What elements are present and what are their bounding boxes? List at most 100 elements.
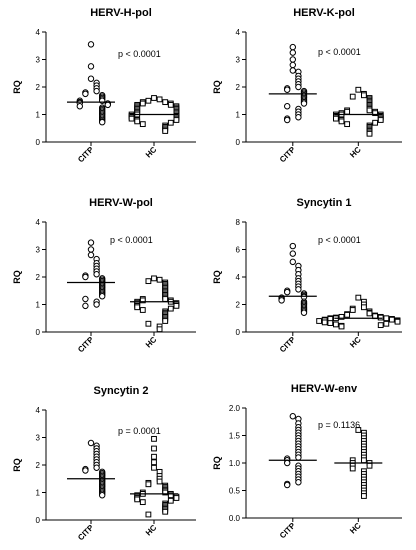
data-point-hc [355, 427, 362, 433]
data-point-hc [156, 96, 163, 103]
data-point-hc [333, 115, 339, 122]
data-point-citp [289, 56, 296, 63]
data-point-citp [82, 302, 89, 310]
data-point-citp [289, 67, 296, 74]
y-tick-label: 4 [36, 406, 41, 415]
data-point-citp [82, 295, 89, 303]
data-point-hc [344, 108, 351, 115]
data-point-hc [361, 493, 367, 499]
data-point-citp [284, 288, 291, 296]
data-point-hc [162, 128, 169, 134]
data-point-hc [151, 464, 157, 471]
panel-title: HERV-W-env [291, 383, 358, 395]
y-tick-label: 1 [236, 111, 241, 120]
y-axis-label: RQ [12, 270, 22, 284]
data-point-hc [151, 435, 157, 442]
data-point-hc [139, 499, 146, 506]
data-point-citp [284, 459, 291, 467]
data-point-hc [338, 118, 345, 125]
data-point-hc [162, 508, 169, 515]
data-point-citp [289, 49, 296, 56]
data-point-hc [173, 117, 180, 123]
data-point-hc [167, 492, 174, 499]
data-point-hc [139, 100, 146, 107]
data-point-hc [366, 130, 373, 137]
data-point-citp [300, 100, 308, 107]
data-point-hc [344, 121, 351, 128]
data-point-hc [151, 445, 157, 452]
data-point-citp [99, 119, 106, 126]
data-point-hc [145, 278, 152, 285]
data-point-citp [295, 83, 302, 91]
y-tick-label: 1 [36, 489, 41, 498]
data-point-citp [76, 103, 84, 110]
data-point-hc [162, 318, 169, 324]
data-point-citp [284, 86, 291, 93]
data-point-hc [167, 101, 174, 108]
data-point-hc [389, 316, 395, 323]
data-point-hc [327, 320, 334, 326]
y-tick-label: 2.0 [229, 404, 241, 413]
data-point-citp [295, 114, 302, 121]
data-point-hc [372, 119, 379, 126]
y-tick-label: 3 [36, 434, 41, 443]
data-point-hc [383, 315, 390, 322]
data-point-hc [173, 302, 180, 309]
data-point-hc [361, 457, 367, 464]
data-point-hc [173, 495, 180, 501]
data-point-citp [93, 271, 100, 278]
data-point-hc [355, 86, 362, 93]
data-point-citp [82, 467, 89, 474]
data-point-hc [167, 119, 174, 126]
data-point-hc [316, 318, 323, 324]
data-point-hc [139, 307, 146, 313]
y-tick-label: 2 [36, 83, 41, 92]
data-point-hc [377, 322, 384, 329]
p-value-label: p < 0.0001 [318, 47, 361, 57]
y-axis-label: RQ [212, 456, 222, 470]
panel-title: Syncytin 2 [93, 385, 148, 397]
data-point-hc [377, 117, 384, 123]
data-point-hc [156, 326, 163, 333]
y-tick-label: 2 [36, 461, 41, 470]
y-tick-label: 1.0 [229, 459, 241, 468]
p-value-label: p = 0.1136 [318, 420, 360, 430]
data-point-hc [162, 296, 169, 302]
p-value-label: p < 0.0001 [110, 235, 153, 245]
data-point-hc [134, 118, 141, 125]
data-point-hc [355, 294, 362, 301]
data-point-hc [151, 275, 157, 282]
p-value-label: p < 0.0001 [318, 235, 361, 245]
data-point-citp [99, 293, 106, 300]
data-point-citp [87, 246, 95, 253]
data-point-citp [87, 251, 95, 259]
data-point-hc [139, 121, 146, 128]
y-tick-label: 0.0 [229, 514, 241, 523]
data-point-citp [289, 258, 296, 266]
data-point-hc [151, 453, 157, 460]
data-point-hc [162, 489, 169, 496]
data-point-hc [361, 304, 367, 311]
data-point-citp [82, 273, 89, 281]
y-tick-label: 0 [36, 138, 41, 147]
y-tick-label: 8 [236, 218, 241, 227]
y-tick-label: 6 [236, 246, 241, 255]
data-point-hc [366, 107, 373, 114]
data-point-citp [82, 90, 89, 98]
y-tick-label: 0 [36, 328, 41, 337]
data-point-hc [361, 92, 367, 99]
data-point-citp [289, 61, 296, 69]
data-point-hc [333, 321, 339, 328]
y-tick-label: 0.5 [229, 487, 241, 496]
data-point-hc [162, 99, 169, 106]
data-point-hc [372, 110, 379, 117]
data-point-citp [87, 439, 95, 447]
data-point-hc [156, 276, 163, 283]
y-axis-label: RQ [212, 80, 222, 94]
p-value-label: p = 0.0001 [118, 426, 161, 436]
data-point-hc [349, 465, 356, 472]
